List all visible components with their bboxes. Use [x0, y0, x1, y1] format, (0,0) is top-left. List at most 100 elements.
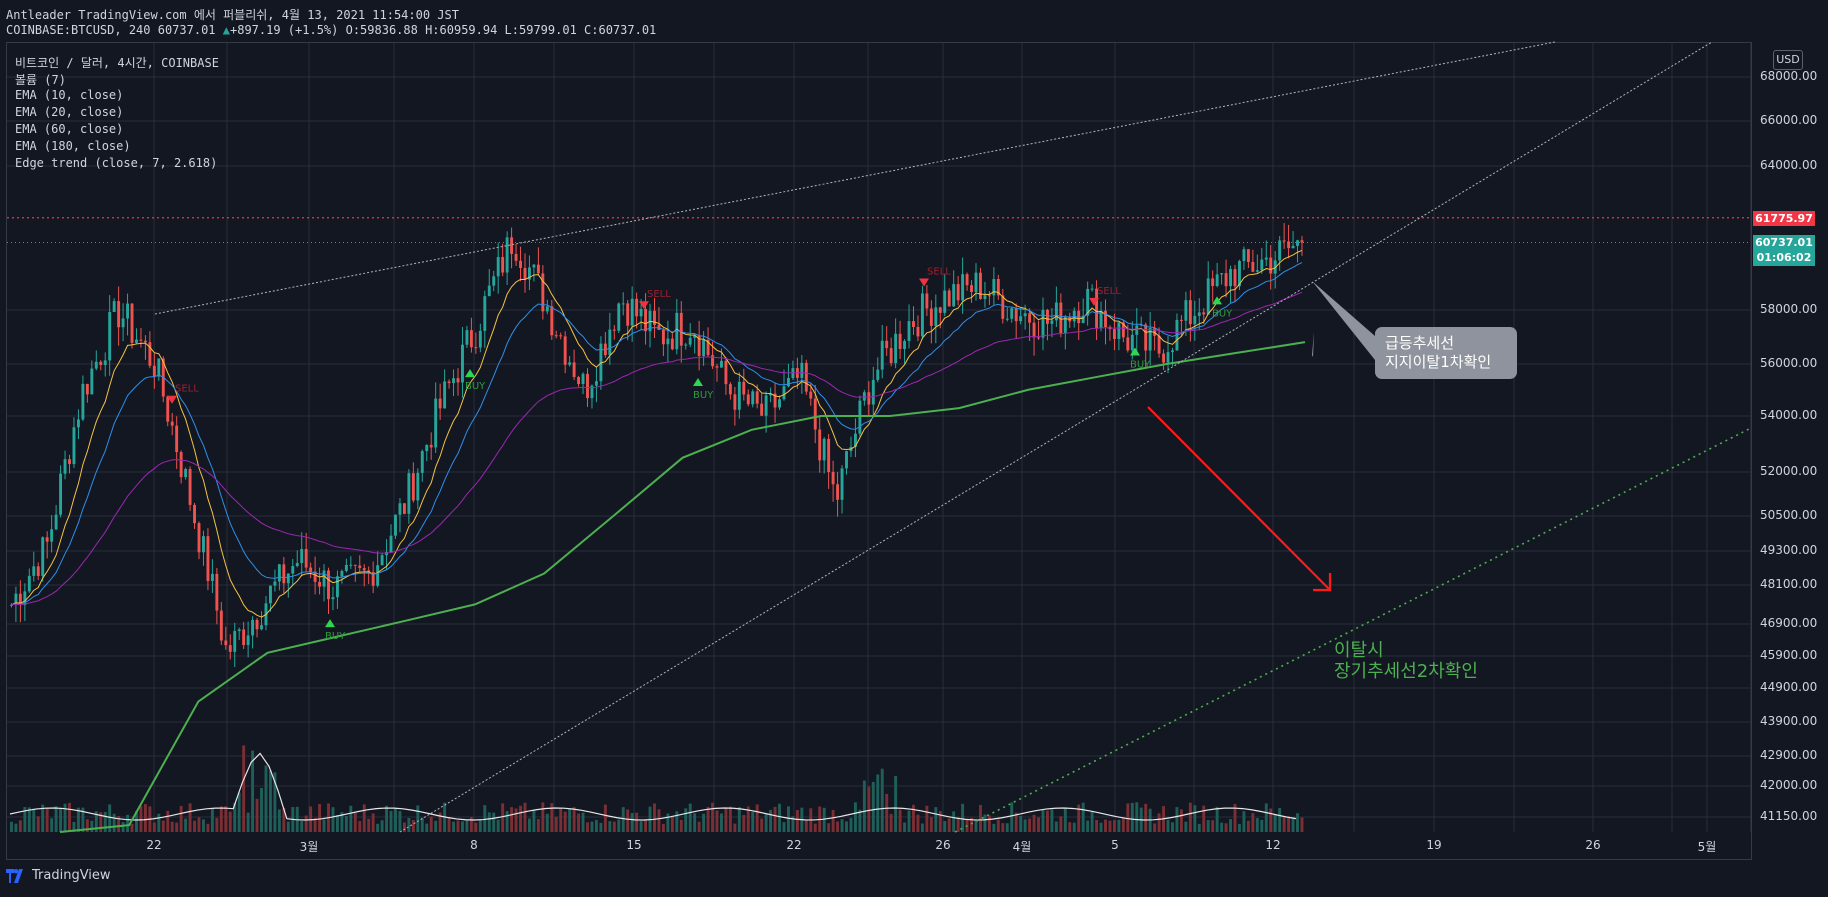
volume-bar: [465, 819, 469, 832]
volume-bar: [603, 804, 607, 832]
candle-body: [1264, 257, 1268, 260]
volume-bar: [1238, 823, 1241, 832]
volume-bar: [639, 821, 643, 832]
candle-body: [411, 473, 415, 501]
volume-bar: [782, 822, 786, 832]
legend-item[interactable]: 볼륨 (7): [15, 73, 66, 87]
volume-bar: [349, 805, 353, 832]
candle-body: [68, 459, 71, 465]
candle-body: [983, 295, 987, 299]
currency-button[interactable]: USD: [1773, 50, 1803, 70]
candle-body: [769, 393, 773, 396]
trendline-break-callout[interactable]: 급등추세선 지지이탈1차확인: [1375, 327, 1517, 379]
volume-bar: [675, 811, 679, 832]
candle-body: [1050, 320, 1054, 324]
volume-bar: [246, 812, 250, 832]
legend-item[interactable]: EMA (60, close): [15, 122, 124, 136]
volume-bar: [353, 812, 357, 832]
candle-body: [827, 438, 831, 473]
candle-body: [581, 373, 585, 384]
candle-body: [286, 573, 290, 584]
volume-bar: [219, 806, 223, 832]
candle-body: [577, 377, 581, 384]
legend-item[interactable]: EMA (180, close): [15, 139, 131, 153]
candle-body: [1211, 278, 1215, 287]
candle-body: [322, 570, 326, 587]
volume-bar: [27, 807, 31, 832]
volume-bar: [679, 819, 683, 832]
volume-bar: [251, 750, 255, 832]
candle-body: [1032, 322, 1036, 338]
volume-bar: [657, 809, 661, 832]
price-tick-label: 45900.00: [1760, 648, 1818, 662]
tradingview-logo[interactable]: TradingView: [6, 868, 111, 883]
volume-bar: [608, 821, 612, 832]
volume-bar: [706, 806, 710, 832]
candle-body: [1171, 350, 1174, 353]
candle-body: [563, 336, 567, 365]
price-tick-label: 46900.00: [1760, 616, 1818, 630]
candle-body: [483, 296, 487, 331]
volume-bar: [867, 786, 871, 832]
volume-bar: [1117, 819, 1121, 832]
candle-body: [603, 343, 607, 356]
green-note-line-1: 이탈시: [1334, 640, 1384, 661]
time-tick-label: 26: [935, 838, 951, 852]
ohlc-values: O:59836.88 H:60959.94 L:59799.01 C:60737…: [345, 23, 657, 37]
volume-bar: [1273, 814, 1277, 832]
candle-body: [175, 425, 179, 453]
candle-body: [461, 344, 464, 383]
volume-bar: [1197, 823, 1201, 832]
volume-bar: [970, 817, 973, 832]
candle-body: [635, 298, 639, 317]
volume-bar: [188, 803, 192, 832]
legend-item[interactable]: 비트코인 / 달러, 4시간, COINBASE: [15, 56, 219, 70]
volume-bar: [1090, 811, 1094, 832]
candle-body: [1157, 335, 1161, 354]
volume-bar: [376, 823, 380, 832]
drawing-overlays: [7, 41, 1752, 833]
volume-bar: [322, 819, 326, 832]
legend-item[interactable]: EMA (10, close): [15, 88, 124, 102]
candle-body: [1206, 278, 1210, 315]
candle-body: [943, 290, 947, 313]
volume-bar: [1291, 817, 1295, 832]
volume-bar: [536, 819, 540, 832]
candle-body: [925, 293, 929, 309]
candle-body: [871, 379, 875, 405]
candle-body: [523, 267, 527, 280]
volume-bar: [318, 804, 322, 832]
candle-body: [724, 360, 728, 385]
volume-bar: [1063, 808, 1067, 832]
candle-body: [389, 535, 393, 553]
long-trend-note[interactable]: 이탈시 장기추세선2차확인: [1334, 640, 1478, 682]
candle-body: [367, 570, 371, 572]
candle-body: [639, 309, 643, 317]
candle-body: [1104, 310, 1107, 327]
volume-bar: [996, 819, 1000, 832]
candle-body: [179, 452, 183, 478]
volume-bar: [554, 816, 558, 832]
candle-body: [309, 567, 313, 572]
candle-body: [626, 303, 630, 326]
candle-body: [737, 381, 741, 410]
candle-body: [438, 398, 442, 409]
legend-item[interactable]: EMA (20, close): [15, 105, 124, 119]
candle-body: [1139, 324, 1143, 326]
volume-bar: [778, 803, 781, 832]
candle-body: [318, 581, 322, 587]
volume-bar: [1229, 819, 1232, 832]
sell-signal-marker: [167, 395, 177, 404]
candle-body: [1184, 300, 1188, 321]
volume-bar: [1135, 802, 1139, 832]
candle-body: [335, 576, 339, 598]
volume-bar: [32, 808, 36, 832]
candle-body: [519, 260, 522, 268]
volume-bar: [742, 814, 746, 832]
volume-bar: [724, 808, 728, 832]
candle-body: [362, 568, 366, 571]
candle-body: [684, 344, 688, 346]
legend-item[interactable]: Edge trend (close, 7, 2.618): [15, 156, 218, 170]
volume-bar: [210, 809, 214, 832]
